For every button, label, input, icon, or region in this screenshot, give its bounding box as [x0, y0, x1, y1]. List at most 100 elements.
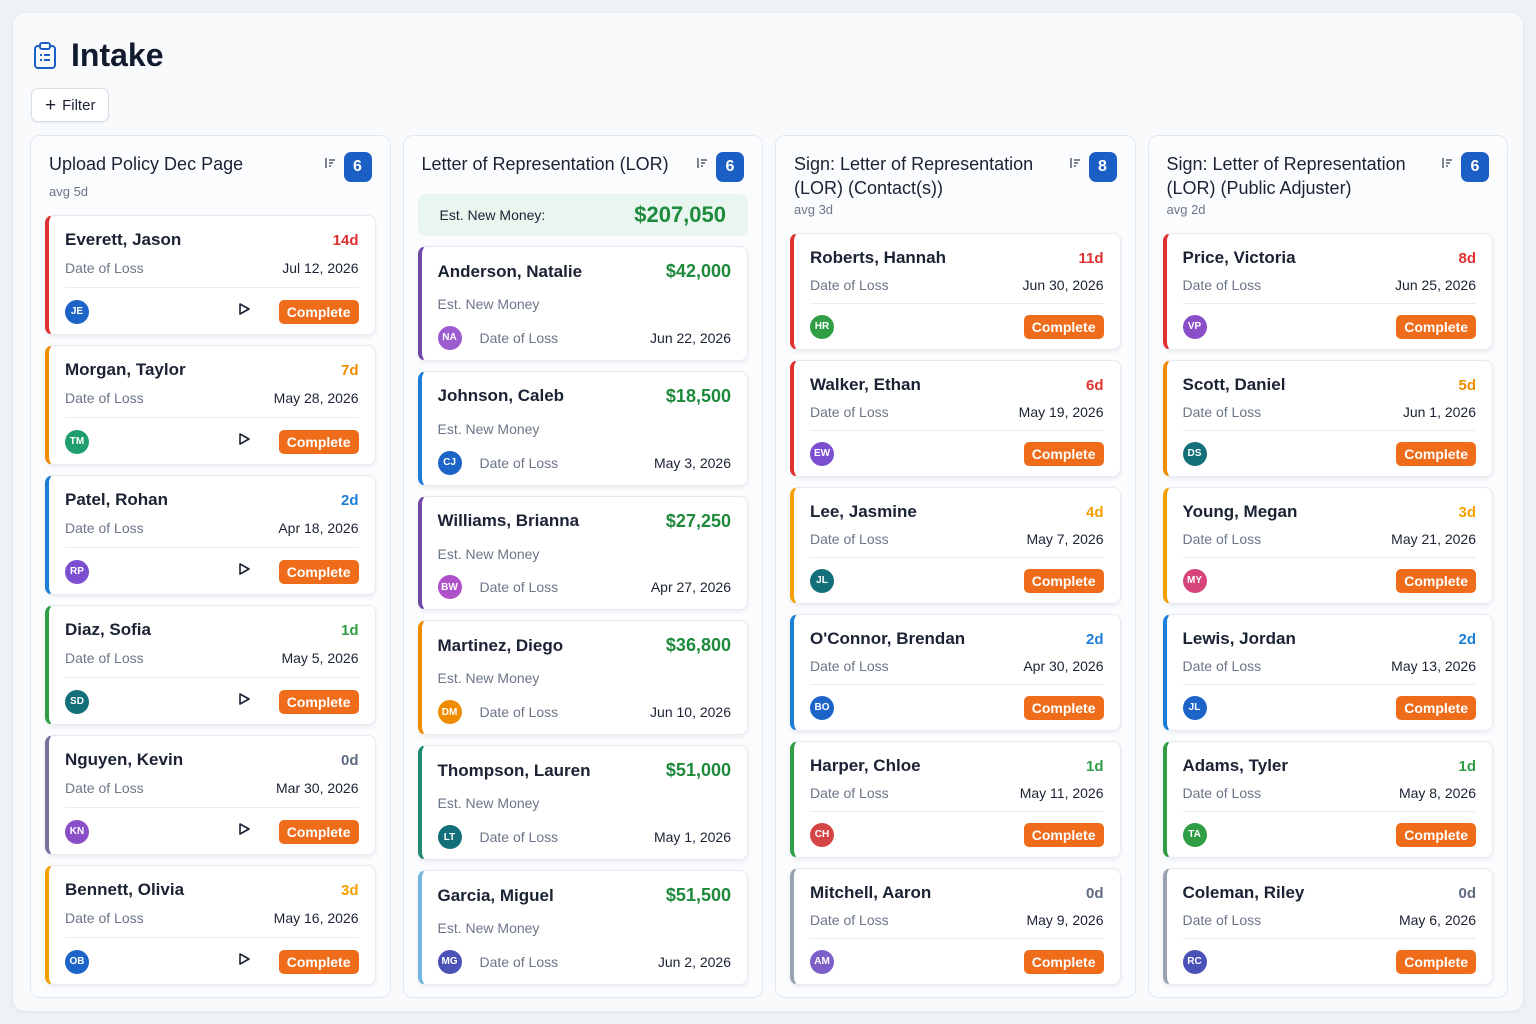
actions: Complete: [1396, 822, 1476, 847]
client-name: Scott, Daniel: [1182, 375, 1286, 394]
actions: Complete: [1023, 441, 1104, 466]
divider: [1182, 303, 1476, 305]
card-top: Everett, Jason 14d: [65, 230, 359, 250]
complete-button[interactable]: Complete: [278, 429, 359, 454]
avatar: HR: [810, 314, 834, 339]
divider: [810, 303, 1104, 305]
avatar: CJ: [437, 450, 462, 475]
card-bottom: KN Complete: [65, 819, 359, 844]
card[interactable]: Garcia, Miguel $51,500 Est. New Money MG Dat…: [417, 870, 748, 985]
card[interactable]: Price, Victoria 8d Date of Loss Jun 25, 202…: [1162, 233, 1493, 350]
card[interactable]: Nguyen, Kevin 0d Date of Loss Mar 30, 2026 K…: [45, 735, 376, 855]
card-mid: Date of Loss May 13, 2026: [1183, 658, 1477, 674]
date: May 16, 2026: [273, 909, 359, 926]
column-header: Sign: Letter of Representation (LOR) (Co…: [790, 150, 1121, 200]
complete-button[interactable]: Complete: [1023, 441, 1104, 466]
card[interactable]: Martinez, Diego $36,800 Est. New Money DM Da…: [417, 620, 748, 736]
complete-button[interactable]: Complete: [278, 559, 359, 584]
age: 5d: [1458, 376, 1476, 394]
card[interactable]: Lee, Jasmine 4d Date of Loss May 7, 2026 JL C…: [790, 487, 1121, 604]
card[interactable]: Johnson, Caleb $18,500 Est. New Money CJ Dat…: [417, 370, 748, 486]
amount: $27,250: [665, 510, 731, 531]
complete-button[interactable]: Complete: [1396, 314, 1476, 339]
play-button[interactable]: [237, 432, 251, 451]
average-age: avg 5d: [49, 184, 89, 199]
date: May 19, 2026: [1018, 403, 1104, 420]
card[interactable]: Diaz, Sofia 1d Date of Loss May 5, 2026 SD Co…: [45, 605, 376, 725]
play-button[interactable]: [237, 692, 251, 711]
age: 0d: [1085, 884, 1104, 902]
card[interactable]: Walker, Ethan 6d Date of Loss May 19, 2026 E…: [790, 360, 1121, 477]
avatar: CH: [810, 822, 834, 847]
complete-button[interactable]: Complete: [1396, 568, 1476, 593]
card-bottom: LT Date of Loss May 1, 2026: [437, 825, 731, 850]
card[interactable]: Roberts, Hannah 11d Date of Loss Jun 30, 20…: [790, 233, 1121, 350]
avatar: KN: [65, 819, 89, 844]
column-header: Sign: Letter of Representation (LOR) (Pu…: [1163, 150, 1494, 200]
complete-button[interactable]: Complete: [1023, 695, 1104, 720]
card-top: Harper, Chloe 1d: [810, 756, 1104, 776]
sort-icon[interactable]: [324, 156, 336, 174]
card[interactable]: Anderson, Natalie $42,000 Est. New Money NA…: [417, 246, 748, 361]
intake-app: Intake + Filter Upload Policy Dec Page 6 av…: [13, 13, 1523, 1011]
play-button[interactable]: [237, 302, 251, 321]
card[interactable]: Thompson, Lauren $51,000 Est. New Money LT D…: [417, 745, 748, 861]
sort-icon[interactable]: [696, 156, 708, 174]
date-label: Date of Loss: [65, 519, 144, 536]
card[interactable]: Coleman, Riley 0d Date of Loss May 6, 2026 R…: [1162, 868, 1493, 985]
complete-button[interactable]: Complete: [1023, 314, 1104, 339]
complete-button[interactable]: Complete: [1396, 822, 1476, 847]
card-top: Bennett, Olivia 3d: [65, 880, 359, 900]
complete-button[interactable]: Complete: [1396, 949, 1476, 974]
card[interactable]: Morgan, Taylor 7d Date of Loss May 28, 2026…: [45, 345, 376, 465]
card[interactable]: Lewis, Jordan 2d Date of Loss May 13, 2026 J…: [1162, 614, 1493, 731]
card[interactable]: Young, Megan 3d Date of Loss May 21, 2026 MY…: [1162, 487, 1493, 604]
complete-button[interactable]: Complete: [1023, 568, 1104, 593]
play-button[interactable]: [237, 822, 251, 841]
card-mid: Est. New Money: [438, 795, 732, 811]
column: Sign: Letter of Representation (LOR) (Pu…: [1147, 135, 1508, 998]
play-button[interactable]: [237, 952, 251, 971]
card[interactable]: Adams, Tyler 1d Date of Loss May 8, 2026 TA C…: [1162, 741, 1493, 858]
actions: Complete: [237, 429, 359, 454]
age: 4d: [1085, 503, 1104, 521]
summary-label: Est. New Money:: [439, 207, 546, 223]
complete-button[interactable]: Complete: [1396, 695, 1476, 720]
complete-button[interactable]: Complete: [1023, 822, 1104, 847]
sort-icon[interactable]: [1069, 156, 1081, 174]
sort-icon[interactable]: [1441, 156, 1453, 174]
date-label: Date of Loss: [1182, 784, 1262, 801]
column-title: Upload Policy Dec Page: [49, 154, 244, 174]
card[interactable]: O'Connor, Brendan 2d Date of Loss Apr 30, 2…: [790, 614, 1121, 731]
date: Mar 30, 2026: [276, 779, 359, 796]
column-header: Letter of Representation (LOR) 6: [418, 150, 749, 182]
page-title: Intake: [71, 37, 164, 73]
play-button[interactable]: [237, 562, 251, 581]
card[interactable]: Everett, Jason 14d Date of Loss Jul 12, 202…: [45, 215, 376, 335]
card[interactable]: Bennett, Olivia 3d Date of Loss May 16, 202…: [45, 865, 376, 985]
card[interactable]: Williams, Brianna $27,250 Est. New Money BW…: [417, 495, 748, 611]
complete-button[interactable]: Complete: [1396, 441, 1476, 466]
avatar: TM: [65, 429, 89, 454]
complete-button[interactable]: Complete: [1023, 949, 1104, 974]
complete-button[interactable]: Complete: [278, 299, 359, 324]
card[interactable]: Harper, Chloe 1d Date of Loss May 11, 2026 C…: [790, 741, 1121, 858]
card-top: Adams, Tyler 1d: [1183, 756, 1477, 776]
card[interactable]: Scott, Daniel 5d Date of Loss Jun 1, 2026 DS…: [1162, 360, 1493, 477]
divider: [65, 417, 359, 419]
avatar: VP: [1182, 314, 1207, 339]
complete-button[interactable]: Complete: [278, 949, 359, 974]
complete-button[interactable]: Complete: [278, 819, 359, 844]
card-mid: Est. New Money: [438, 421, 732, 437]
date-label: Date of Loss: [479, 704, 559, 721]
filter-label: Filter: [62, 96, 96, 114]
card[interactable]: Mitchell, Aaron 0d Date of Loss May 9, 2026…: [790, 868, 1121, 985]
card[interactable]: Patel, Rohan 2d Date of Loss Apr 18, 2026 RP…: [45, 475, 376, 595]
filter-button[interactable]: + Filter: [31, 88, 110, 122]
client-name: Lewis, Jordan: [1182, 629, 1296, 648]
divider: [810, 684, 1104, 686]
age: 2d: [1458, 630, 1476, 648]
card-list: Roberts, Hannah 11d Date of Loss Jun 30, 20…: [790, 233, 1121, 985]
card-top: Roberts, Hannah 11d: [810, 248, 1104, 268]
complete-button[interactable]: Complete: [278, 689, 359, 714]
